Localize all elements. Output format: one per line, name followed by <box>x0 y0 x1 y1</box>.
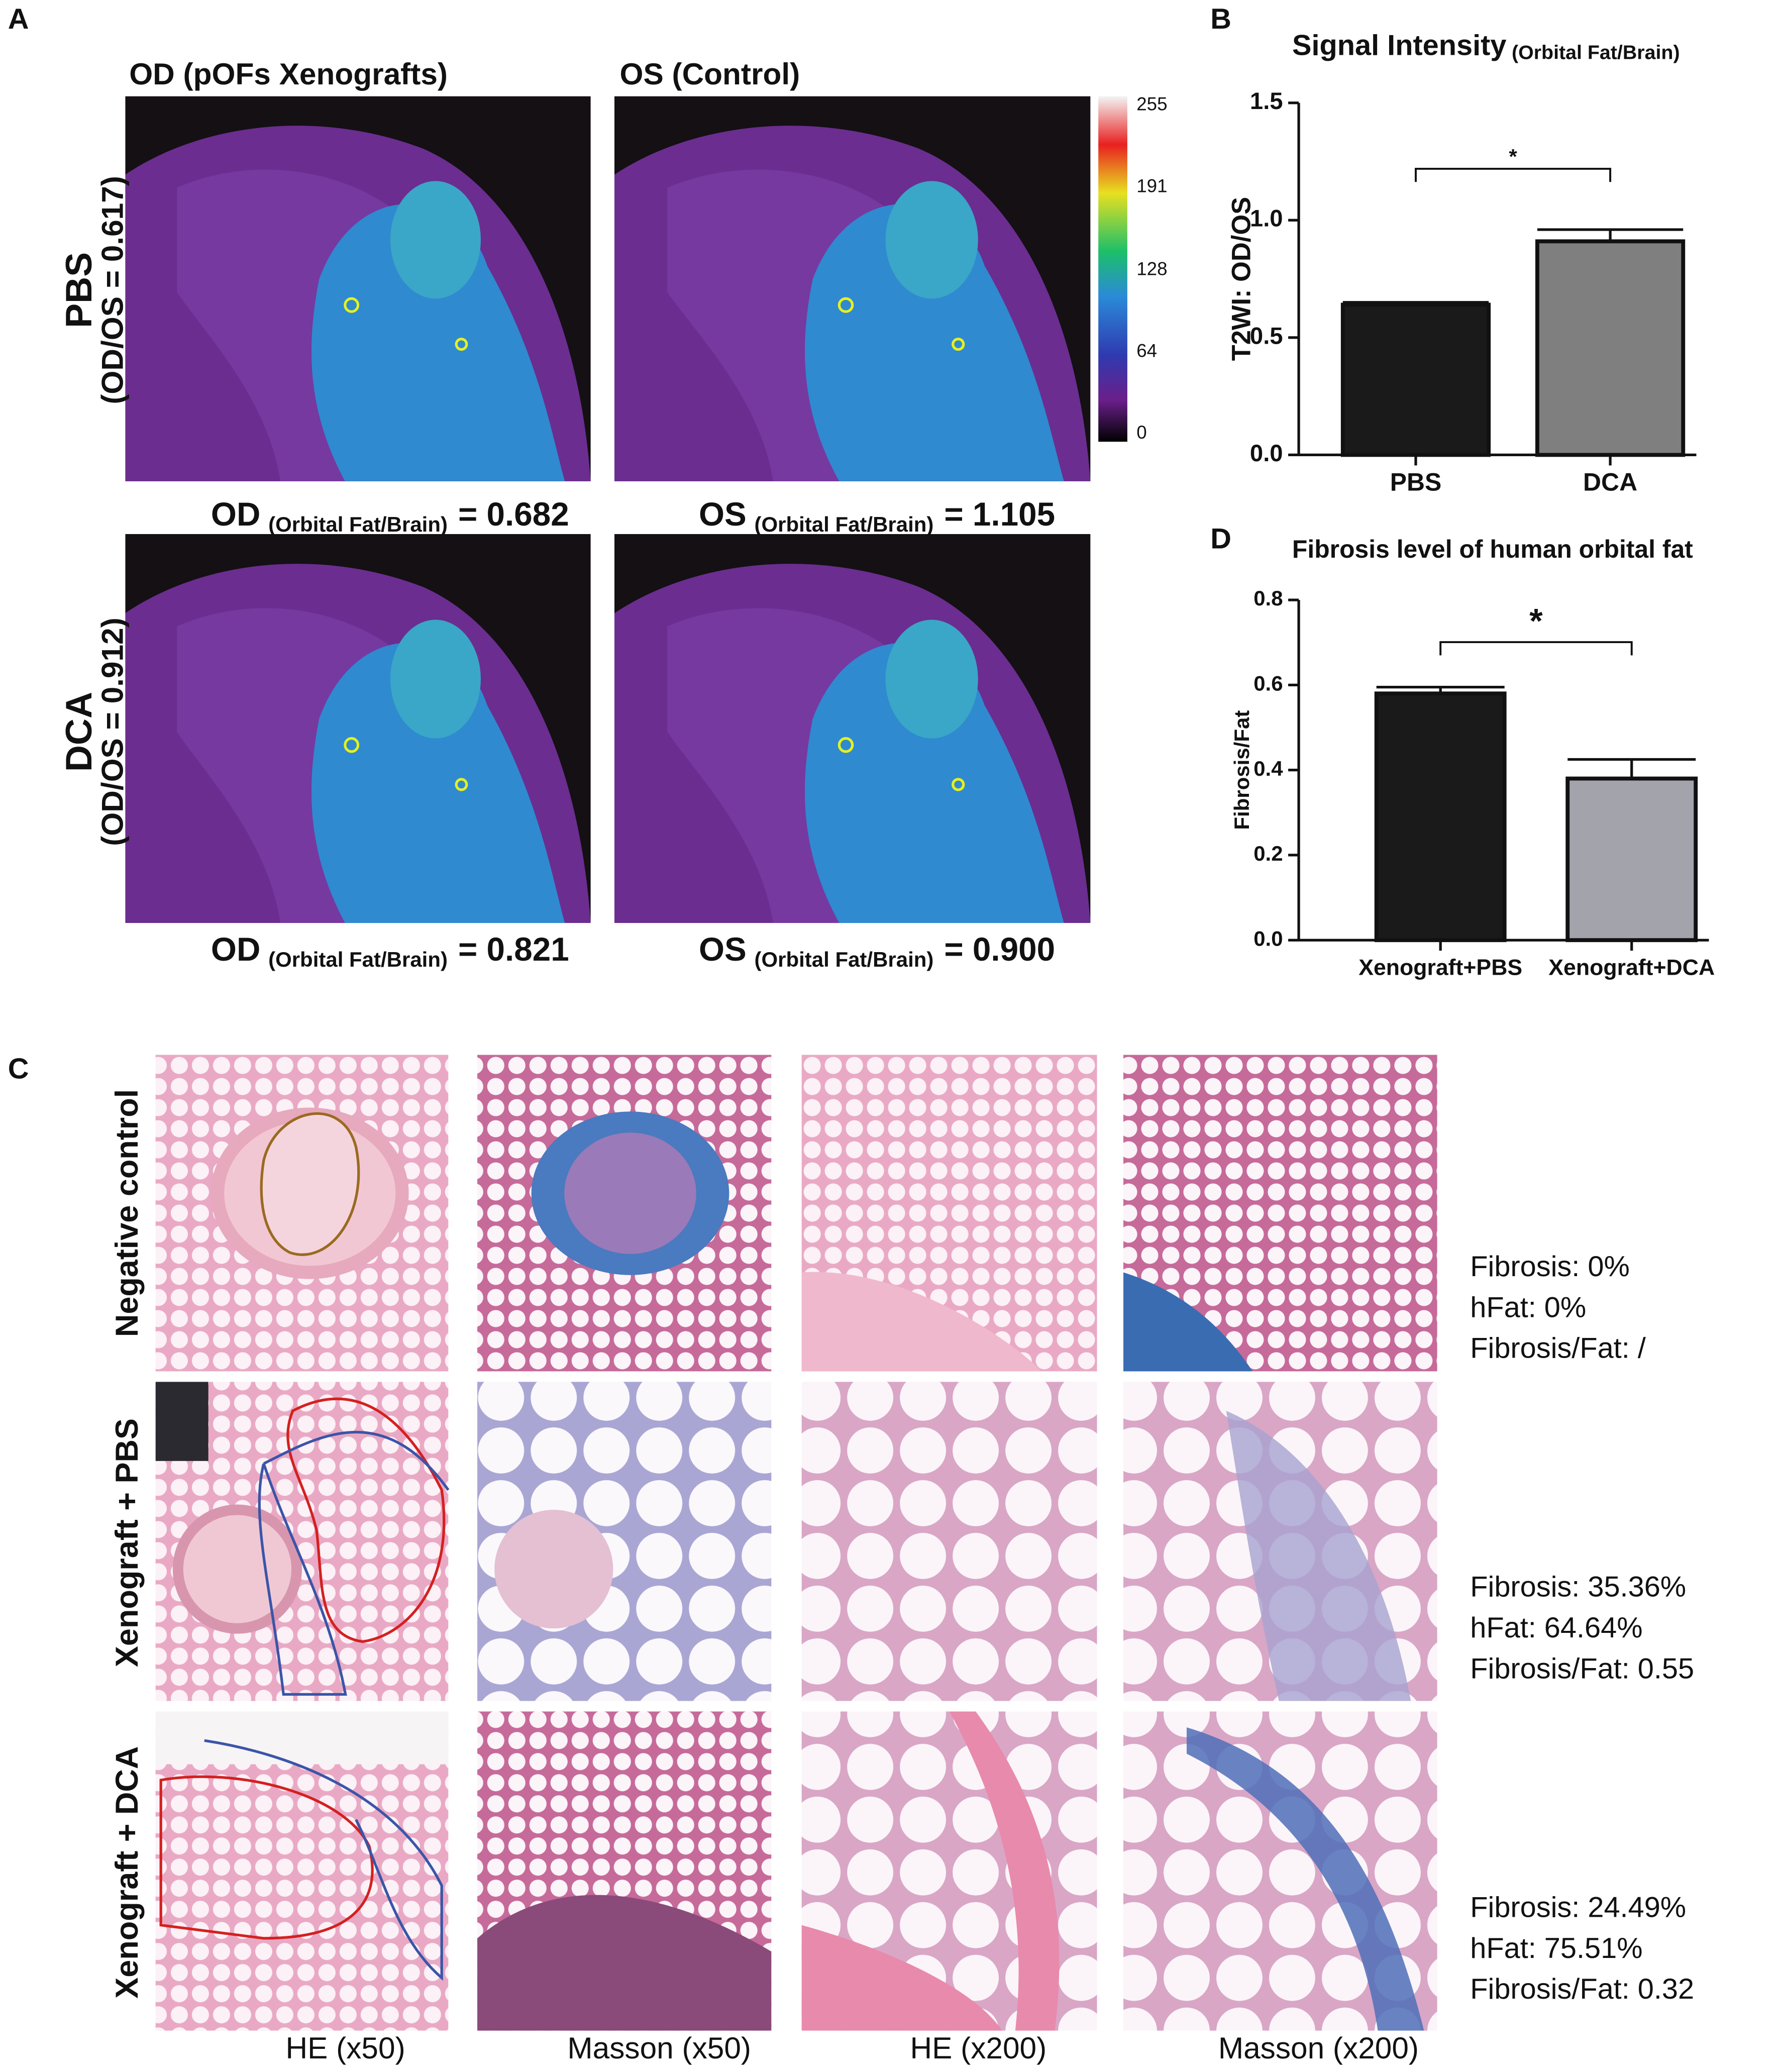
summary-line: Fibrosis/Fat: 0.32 <box>1470 1973 1694 2005</box>
colorbar-label: 0 <box>1136 422 1146 443</box>
histology-image <box>801 1382 1097 1701</box>
y-tick-label: 0.6 <box>1253 671 1283 695</box>
bar <box>1374 691 1507 943</box>
row-label: Negative control <box>110 1089 145 1337</box>
column-label: HE (x200) <box>910 2031 1046 2065</box>
row-label: PBS <box>58 252 99 328</box>
caption: OS (Orbital Fat/Brain) = 1.105 <box>699 496 1055 536</box>
chart-title-sub: (Orbital Fat/Brain) <box>1512 42 1680 64</box>
caption-eye: OS <box>699 931 747 968</box>
summary-line: hFat: 64.64% <box>1470 1612 1642 1644</box>
caption-value: = 1.105 <box>944 496 1055 533</box>
y-tick-label: 0.0 <box>1253 926 1283 950</box>
summary-line: Fibrosis: 24.49% <box>1470 1891 1686 1923</box>
caption-value: = 0.821 <box>458 931 569 968</box>
colorbar-label: 191 <box>1136 175 1167 196</box>
caption: OS (Orbital Fat/Brain) = 0.900 <box>699 931 1055 971</box>
panel-label: C <box>8 1053 29 1085</box>
y-axis-label: Fibrosis/Fat <box>1230 710 1253 830</box>
caption-eye: OD <box>211 931 260 968</box>
significance-bracket <box>1415 167 1612 182</box>
y-tick-label: 0.4 <box>1253 757 1283 780</box>
colorbar <box>1098 96 1127 442</box>
histology-image <box>155 1711 449 2031</box>
chart-title-main: Signal Intensity <box>1292 30 1507 62</box>
bar <box>1340 302 1491 457</box>
summary-line: hFat: 75.51% <box>1470 1932 1642 1964</box>
y-tick-label: 0.2 <box>1253 842 1283 865</box>
bar <box>1565 776 1698 943</box>
caption: OD (Orbital Fat/Brain) = 0.821 <box>211 931 569 971</box>
y-tick-label: 0.8 <box>1253 586 1283 610</box>
x-tick-label: DCA <box>1583 468 1637 496</box>
mri-image <box>125 96 590 481</box>
summary-line: Fibrosis: 0% <box>1470 1251 1630 1283</box>
colorbar-label: 255 <box>1136 94 1167 115</box>
x-tick-label: Xenograft+PBS <box>1358 956 1522 980</box>
caption-value: = 0.682 <box>458 496 569 533</box>
panel-label: A <box>8 3 29 35</box>
caption-sub: (Orbital Fat/Brain) <box>268 948 448 971</box>
caption: OD (Orbital Fat/Brain) = 0.682 <box>211 496 569 536</box>
chart-title: Signal Intensity (Orbital Fat/Brain) <box>1292 30 1680 64</box>
row-ratio: (OD/OS = 0.912) <box>95 617 129 846</box>
y-tick-label: 0.5 <box>1250 323 1283 349</box>
column-header: OS (Control) <box>619 57 800 91</box>
column-header: OD (pOFs Xenografts) <box>129 57 448 91</box>
significance-label: * <box>1509 145 1517 168</box>
caption-sub: (Orbital Fat/Brain) <box>268 512 448 536</box>
panel-label: B <box>1210 3 1231 35</box>
column-label: Masson (x200) <box>1218 2031 1419 2065</box>
y-tick-label: 1.0 <box>1250 205 1283 232</box>
colorbar-label: 128 <box>1136 259 1167 279</box>
summary-line: hFat: 0% <box>1470 1291 1586 1323</box>
caption-eye: OD <box>211 496 260 533</box>
column-label: HE (x50) <box>286 2031 405 2065</box>
colorbar-label: 64 <box>1136 340 1157 361</box>
mri-image <box>125 534 590 923</box>
chart-title: Fibrosis level of human orbital fat <box>1292 535 1693 563</box>
row-ratio: (OD/OS = 0.617) <box>95 176 129 404</box>
y-tick-label: 0.0 <box>1250 440 1283 467</box>
summary-line: Fibrosis/Fat: / <box>1470 1332 1646 1365</box>
row-label: DCA <box>58 692 99 772</box>
summary-line: Fibrosis/Fat: 0.55 <box>1470 1652 1694 1685</box>
bar <box>1535 239 1686 457</box>
x-tick-label: Xenograft+DCA <box>1548 956 1715 980</box>
mri-image <box>614 96 1090 481</box>
summary-line: Fibrosis: 35.36% <box>1470 1571 1686 1603</box>
panel-label: D <box>1210 523 1231 555</box>
caption-eye: OS <box>699 496 747 533</box>
row-label: Xenograft + DCA <box>110 1746 145 1999</box>
x-tick-label: PBS <box>1390 468 1442 496</box>
significance-bracket <box>1439 641 1633 656</box>
mri-image <box>614 534 1090 923</box>
column-label: Masson (x50) <box>567 2031 751 2065</box>
caption-sub: (Orbital Fat/Brain) <box>755 948 934 971</box>
y-tick-label: 1.5 <box>1250 88 1283 115</box>
y-axis-label: T2WI: OD/OS <box>1227 197 1257 361</box>
significance-label: * <box>1529 602 1543 640</box>
histology-grid <box>155 1055 1437 2031</box>
row-label: Xenograft + PBS <box>110 1418 145 1667</box>
caption-value: = 0.900 <box>944 931 1055 968</box>
caption-sub: (Orbital Fat/Brain) <box>755 512 934 536</box>
